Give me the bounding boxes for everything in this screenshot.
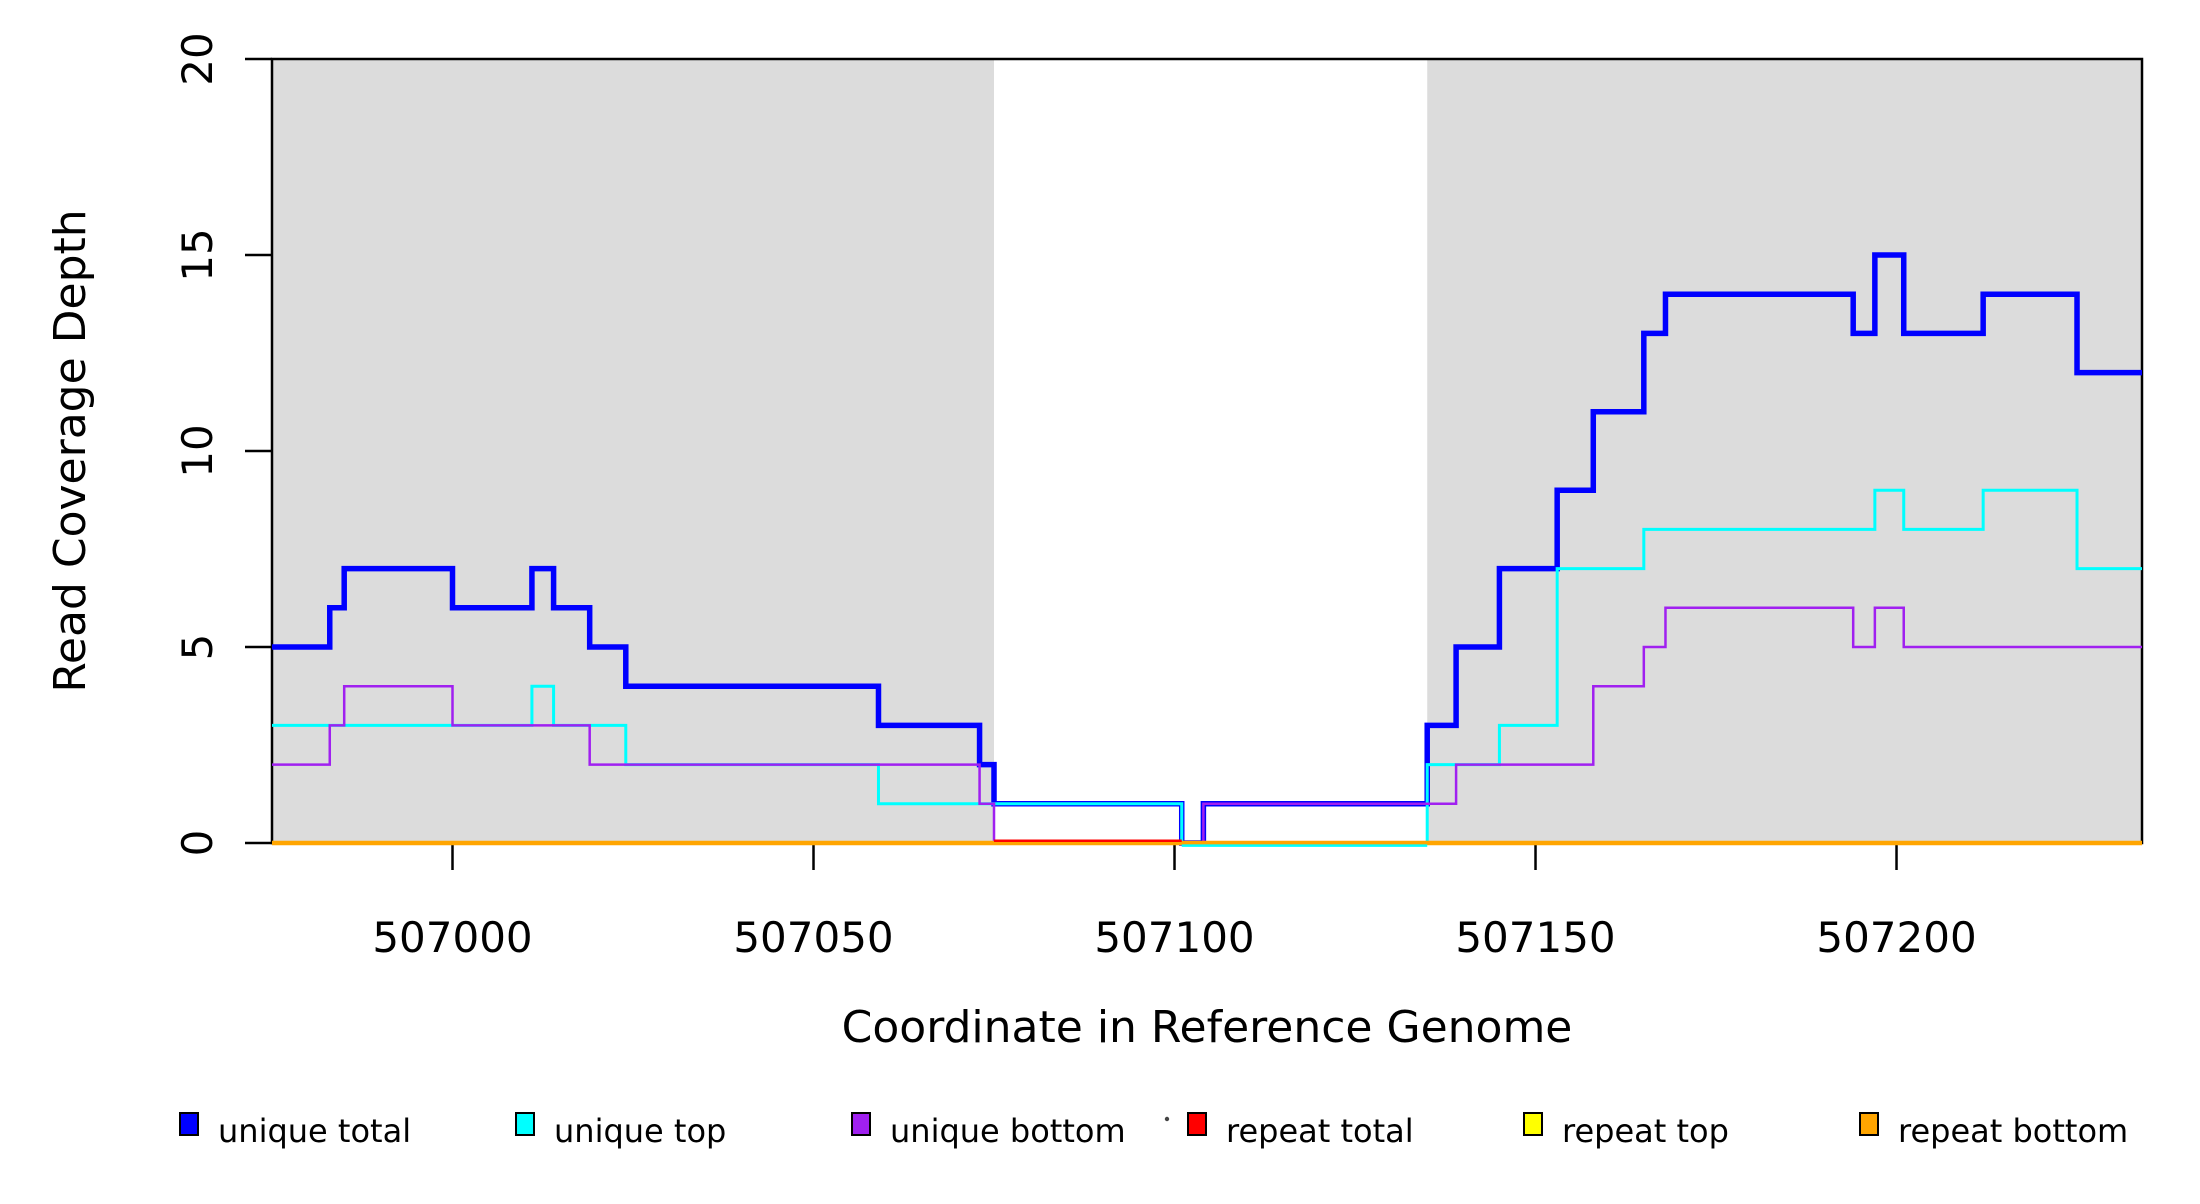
legend-swatch [515,1112,535,1136]
legend-swatch [1859,1112,1879,1136]
y-axis-title: Read Coverage Depth [45,209,96,692]
shaded-regions [272,59,2142,843]
legend-item-repeat-bottom: repeat bottom [1859,1112,2128,1150]
legend-label: repeat bottom [1898,1112,2128,1150]
legend-swatch [1523,1112,1543,1136]
legend-item-unique-bottom: unique bottom [851,1112,1126,1150]
y-tick-label: 10 [173,424,222,477]
legend-item-unique-top: unique top [515,1112,726,1150]
x-tick-label: 507100 [1094,913,1254,962]
x-axis-title: Coordinate in Reference Genome [842,1002,1573,1053]
legend-label: repeat total [1226,1112,1414,1150]
legend-item-repeat-top: repeat top [1523,1112,1729,1150]
x-tick-label: 507000 [372,913,532,962]
y-tick-label: 20 [173,32,222,85]
legend: unique total unique top unique bottom repea… [179,1112,2128,1150]
y-tick-label: 5 [173,634,222,661]
legend-label: unique bottom [890,1112,1126,1150]
legend-swatch [851,1112,871,1136]
y-axis: 0 5 10 15 20 [173,32,272,856]
y-tick-label: 0 [173,830,222,857]
y-tick-label: 15 [173,228,222,281]
shaded-region-left [272,59,995,843]
x-tick-label: 507050 [733,913,893,962]
zero-line-overlays [994,839,1428,847]
series-lines [272,252,2142,846]
stray-mark [1164,1116,1170,1122]
x-axis: 507000 507050 507100 507150 507200 [372,843,1977,962]
legend-label: unique top [554,1112,726,1150]
legend-item-repeat-total: repeat total [1187,1112,1414,1150]
series-unique-bottom [272,606,2142,845]
legend-label: unique total [218,1112,411,1150]
legend-swatch [1187,1112,1207,1136]
shaded-region-right [1427,59,2142,843]
legend-swatch [179,1112,199,1136]
legend-item-unique-total: unique total [179,1112,411,1150]
x-tick-label: 507200 [1816,913,1976,962]
legend-label: repeat top [1562,1112,1729,1150]
x-tick-label: 507150 [1455,913,1615,962]
